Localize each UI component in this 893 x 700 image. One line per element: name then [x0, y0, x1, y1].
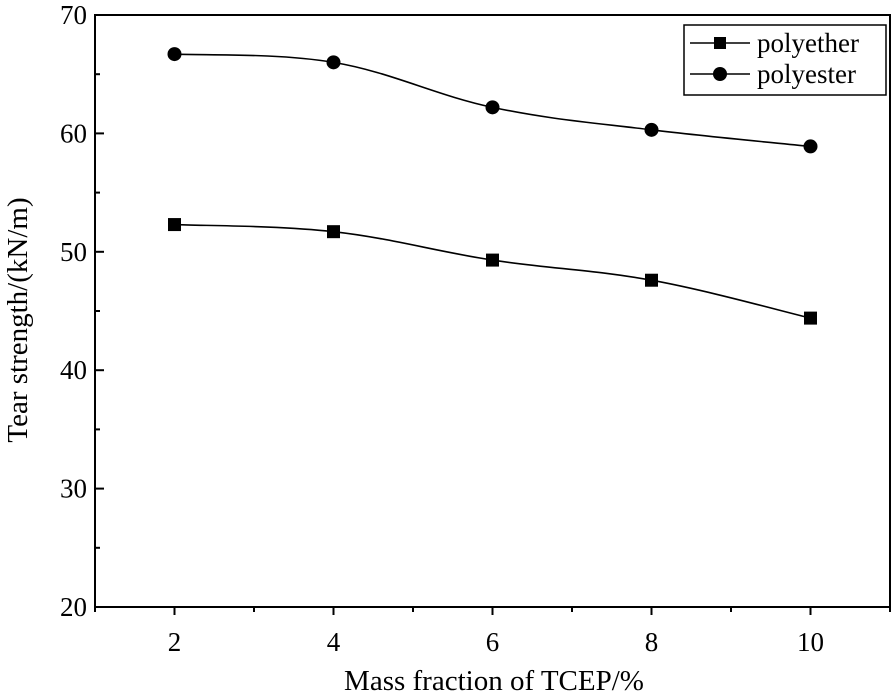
x-tick-label: 6	[486, 627, 500, 657]
series-line-polyether	[174, 223, 811, 319]
data-point-polyether	[804, 311, 817, 325]
data-point-polyester	[326, 55, 341, 70]
x-tick-label: 4	[327, 627, 341, 657]
x-tick-label: 10	[797, 627, 824, 657]
series-layer	[167, 47, 818, 325]
data-point-polyester	[644, 122, 659, 137]
y-tick-label: 70	[60, 0, 87, 30]
data-point-polyether	[168, 218, 181, 232]
axes-layer: 20 30 40 50 60 70 2 4 6 8 10	[60, 0, 891, 657]
y-tick-label: 60	[60, 118, 87, 148]
data-point-polyether	[486, 253, 499, 267]
data-point-polyester	[485, 100, 500, 115]
legend-marker-polyether	[714, 37, 726, 49]
legend-box	[683, 24, 887, 96]
series-polyether	[168, 218, 817, 325]
x-axis-label: Mass fraction of TCEP/%	[344, 665, 644, 695]
y-tick-label: 20	[60, 592, 87, 622]
y-tick-label: 30	[60, 474, 87, 504]
data-point-polyester	[167, 47, 182, 62]
x-tick-label: 2	[168, 627, 182, 657]
y-tick-label: 40	[60, 355, 87, 385]
series-polyester	[167, 47, 818, 154]
y-tick-label: 50	[60, 237, 87, 267]
legend-label-polyester: polyester	[757, 59, 856, 89]
y-axis-label: Tear strength/(kN/m)	[2, 197, 34, 442]
legend-label-polyether: polyether	[757, 28, 859, 58]
data-point-polyether	[327, 225, 340, 239]
data-point-polyether	[645, 273, 658, 287]
legend-marker-polyester	[713, 67, 727, 81]
data-point-polyester	[803, 139, 818, 154]
x-tick-label: 8	[645, 627, 659, 657]
